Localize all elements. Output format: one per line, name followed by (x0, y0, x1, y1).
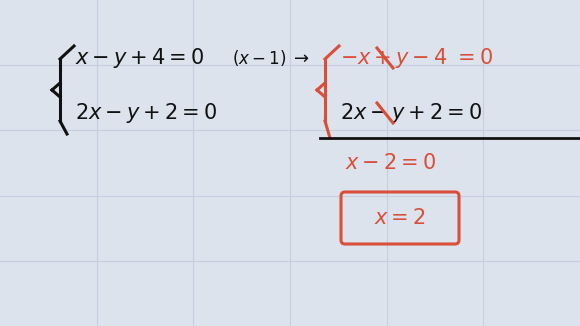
Text: $x-2=0$: $x-2=0$ (345, 153, 436, 173)
Text: $x=2$: $x=2$ (374, 208, 426, 228)
Text: $2x-y+2=0$: $2x-y+2=0$ (340, 101, 482, 125)
Text: $2x - y + 2 = 0$: $2x - y + 2 = 0$ (75, 101, 217, 125)
Text: $x - y + 4 = 0$: $x - y + 4 = 0$ (75, 46, 204, 70)
Text: $-x+y-4\ =0$: $-x+y-4\ =0$ (340, 46, 493, 70)
Text: $\rightarrow$: $\rightarrow$ (290, 49, 310, 67)
Text: $(x-1)$: $(x-1)$ (232, 48, 287, 68)
